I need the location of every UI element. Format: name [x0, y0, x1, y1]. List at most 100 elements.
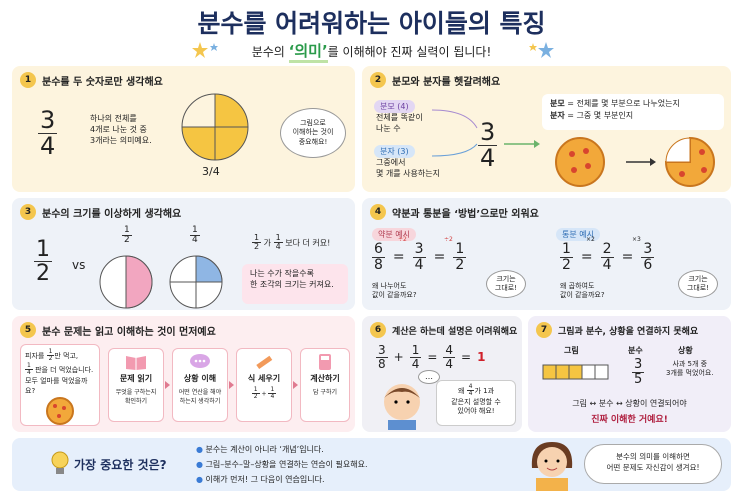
decoration: [581, 364, 596, 380]
calculator-icon: [319, 354, 331, 370]
panel-2: 2 분모와 분자를 헷갈려해요 분모 (4) 전체를 똑같이 나눈 수 분자 (3…: [362, 66, 731, 192]
decoration: 6 계산은 하는데 설명은 어려워해요: [370, 322, 517, 338]
step-desc: 무엇을 구하는지 확인하기: [115, 389, 157, 405]
footer-bubble: 분수의 의미를 이해하면 어떤 문제도 자신감이 생겨요!: [584, 444, 722, 484]
denominator: 2: [46, 355, 55, 363]
book-icon: [126, 356, 146, 370]
denominator: 4: [25, 368, 33, 376]
equals: =: [392, 249, 405, 266]
explanation: 하나의 전체를 4개로 나눈 것 중 3개라는 의미예요.: [90, 114, 152, 145]
panel-title: 계산은 하는데 설명은 어려워해요: [392, 326, 518, 337]
pies: [99, 255, 223, 309]
numerator: 1: [48, 348, 53, 355]
point: ● 분수는 계산이 아니라 ‘개념’입니다.: [196, 442, 368, 457]
tag-numerator: 분자 (3): [374, 145, 415, 158]
number: 4: [370, 204, 386, 220]
denominator: 4: [412, 256, 426, 273]
decoration: [529, 43, 537, 51]
number: 5: [20, 322, 36, 338]
footer-title: 가장 중요한 것은?: [74, 458, 167, 472]
decoration: [568, 364, 583, 380]
point-text: 이해가 먼저! 그 다음이 연습입니다.: [205, 475, 325, 484]
link-text: 그림 ↔ 분수 ↔ 상황이 연결되어야: [572, 399, 687, 408]
chat-icon: [190, 354, 210, 368]
numerator: 3: [634, 357, 643, 372]
claim-end: 보다 더 커요!: [285, 238, 331, 248]
decoration: [699, 149, 705, 155]
denominator: 5: [632, 371, 645, 387]
bubble: 크기는 그대로!: [486, 270, 526, 298]
arrows: [431, 109, 540, 157]
boy-illustration: [384, 384, 420, 430]
decoration: [165, 381, 298, 389]
numerator: 3: [378, 343, 386, 357]
denominator: 4: [600, 256, 614, 273]
pie-3-4: [181, 93, 249, 161]
step-title: 식 세우기: [247, 374, 281, 383]
decoration: [556, 459, 560, 463]
step-card: 문제 읽기 무엇을 구하는지 확인하기: [108, 348, 164, 422]
tag-reduce: 약분 예시: [372, 228, 416, 241]
term: 분자: [550, 111, 565, 121]
decoration: [384, 384, 420, 420]
numerator: 2: [602, 241, 612, 257]
panel-title: 분수의 크기를 이상하게 생각해요: [42, 208, 182, 220]
denominator: 4: [466, 390, 475, 398]
numerator: 3: [643, 241, 653, 257]
decoration: [256, 355, 273, 370]
decoration: [51, 451, 69, 469]
panel-title: 분모와 분자를 헷갈려해요: [392, 76, 501, 88]
decoration: [650, 158, 656, 166]
numerator: 3: [40, 106, 56, 134]
decoration: [538, 42, 554, 58]
result: 1: [477, 350, 486, 365]
denominator-text: 전체를 똑같이 나눈 수: [376, 113, 423, 133]
decoration: [406, 400, 410, 404]
numerator: 4: [445, 343, 454, 357]
numerator: 1: [124, 225, 130, 235]
title: 분수를 어려워하는 아이들의 특징: [197, 9, 546, 38]
problem-end: 모두 얼마를 먹었을까요?: [25, 377, 88, 396]
denominator: 2: [560, 256, 573, 273]
decoration: [536, 478, 568, 491]
operator: =: [427, 350, 438, 365]
numerator: 1: [455, 241, 465, 257]
decoration: [229, 381, 234, 389]
numerator: 1: [253, 386, 258, 393]
text: 피자를: [25, 351, 45, 360]
step-card: 계산하기 답 구하기: [300, 348, 350, 422]
decoration: [594, 364, 609, 380]
operator: +: [393, 350, 404, 365]
note: 나는 수가 작을수록 한 조각의 크기는 커져요.: [242, 264, 348, 304]
decoration: [210, 43, 218, 51]
number: 3: [20, 204, 36, 220]
decoration: ●: [196, 445, 203, 454]
numerator: 1: [411, 343, 420, 357]
step-title: 문제 읽기: [119, 374, 153, 383]
numerator-text: 그중에서 몇 개를 사용하는지: [376, 158, 440, 178]
col-header: 그림: [564, 346, 579, 355]
decoration: [202, 359, 206, 363]
decoration: [665, 137, 691, 163]
decoration: [388, 420, 416, 430]
